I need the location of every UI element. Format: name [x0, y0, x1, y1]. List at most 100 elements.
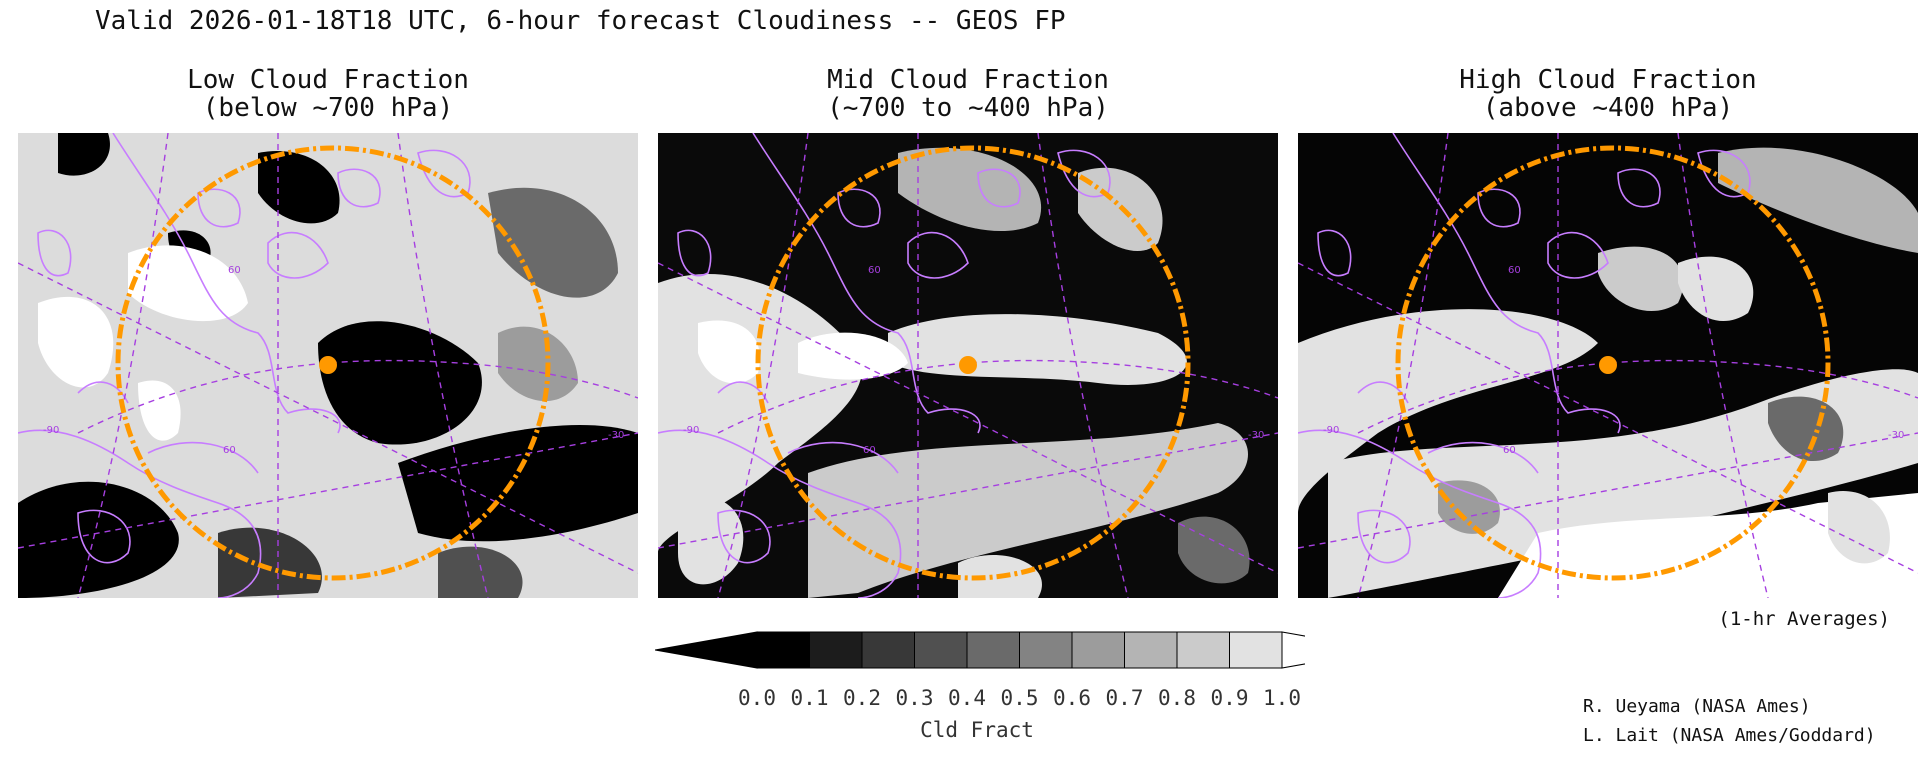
- panel-title-mid: Mid Cloud Fraction (~700 to ~400 hPa): [658, 66, 1278, 122]
- panel-title-high-line2: (above ~400 hPa): [1482, 93, 1734, 123]
- cloud-area: [1178, 516, 1250, 584]
- coastline: [977, 168, 1021, 208]
- colorbar-tick-label: 0.6: [1053, 686, 1091, 710]
- colorbar-tick-label: 0.0: [738, 686, 776, 710]
- coastline: [1317, 229, 1352, 277]
- grid-line: [1357, 133, 1449, 598]
- coastline: [907, 231, 969, 279]
- colorbar-tick-label: 0.3: [895, 686, 934, 710]
- colorbar-bin: [1019, 631, 1073, 669]
- grid-line: [658, 262, 1278, 574]
- cloud-area: [1718, 147, 1918, 253]
- coastline: [837, 188, 881, 228]
- lon-label-east: -30: [1248, 430, 1264, 441]
- credit-lait: L. Lait (NASA Ames/Goddard): [1583, 725, 1876, 746]
- grid-line: [1298, 262, 1918, 574]
- cloud-area: [18, 481, 179, 598]
- lon-label-east: -30: [608, 430, 624, 441]
- colorbar-bin: [809, 631, 863, 669]
- colorbar-bin: [914, 631, 968, 669]
- colorbar-tick-label: 0.7: [1105, 686, 1144, 710]
- colorbar-tick-label: 0.5: [1000, 686, 1039, 710]
- colorbar-bin: [1229, 631, 1283, 669]
- coastline: [677, 229, 712, 277]
- coastline: [1298, 429, 1542, 598]
- coastline: [752, 133, 981, 434]
- lat-label: 60: [868, 265, 881, 276]
- range-ring: [1395, 145, 1831, 581]
- cloud-area: [798, 332, 908, 380]
- lat-label: 60: [1508, 265, 1521, 276]
- coastline: [1427, 441, 1539, 474]
- panel-title-low: Low Cloud Fraction (below ~700 hPa): [18, 66, 638, 122]
- panel-title-high-line1: High Cloud Fraction: [1459, 65, 1757, 95]
- page-title: Valid 2026-01-18T18 UTC, 6-hour forecast…: [95, 6, 1066, 36]
- coastline: [18, 429, 262, 598]
- cloud-area: [398, 424, 638, 542]
- colorbar-bin: [1124, 631, 1178, 669]
- colorbar-tick-label: 0.4: [948, 686, 986, 710]
- colorbar-bin: [966, 631, 1020, 669]
- colorbar-bin: [861, 631, 915, 669]
- colorbar-arrow-high: [1281, 631, 1305, 669]
- cloud-area: [1438, 480, 1500, 534]
- cloud-area: [1298, 309, 1598, 513]
- coastline: [112, 133, 341, 434]
- cloud-area: [1828, 491, 1890, 564]
- coastline: [717, 509, 771, 564]
- range-ring: [115, 145, 551, 581]
- cloud-area: [218, 527, 322, 598]
- station-marker: [1599, 356, 1617, 374]
- mid-cloud-map: 60 -90 -30 60: [658, 133, 1278, 598]
- colorbar: [655, 631, 1305, 669]
- cloud-area: [438, 546, 523, 598]
- coastline: [77, 509, 131, 564]
- panel-title-high: High Cloud Fraction (above ~400 hPa): [1298, 66, 1918, 122]
- low-cloud-map: 60 -90 -30 60: [18, 133, 638, 598]
- colorbar-tick-label: 1.0: [1263, 686, 1301, 710]
- colorbar-tick-label: 0.8: [1158, 686, 1196, 710]
- panel-title-low-line1: Low Cloud Fraction: [187, 65, 469, 95]
- cloud-area: [318, 321, 482, 445]
- coastline: [658, 429, 902, 598]
- lon-label-mid: 60: [223, 445, 236, 456]
- colorbar-tick-label: 0.1: [790, 686, 829, 710]
- panel-title-mid-line1: Mid Cloud Fraction: [827, 65, 1109, 95]
- colorbar-bin: [1176, 631, 1230, 669]
- cloud-area: [38, 296, 114, 388]
- colorbar-label: Cld Fract: [920, 718, 1034, 742]
- cloud-area: [128, 245, 248, 322]
- high-cloud-map: 60 -90 -30 60: [1298, 133, 1918, 598]
- cloud-area: [498, 326, 578, 402]
- grid-line: [77, 133, 169, 598]
- cloud-area: [1598, 246, 1684, 312]
- cloud-area: [58, 133, 110, 176]
- coastline: [1617, 168, 1661, 208]
- range-ring: [755, 145, 1191, 581]
- cloud-area: [1678, 256, 1754, 322]
- cloud-area: [698, 320, 760, 384]
- coastline: [37, 229, 72, 277]
- grid-line: [18, 262, 638, 574]
- colorbar-tick-label: 0.9: [1210, 686, 1249, 710]
- grid-line: [717, 359, 1278, 434]
- coastline: [197, 188, 241, 228]
- grid-line: [1357, 359, 1918, 434]
- coastline: [1547, 231, 1609, 279]
- colorbar-bin: [1071, 631, 1125, 669]
- grid-line: [77, 359, 638, 434]
- coastline: [267, 231, 329, 279]
- coastline: [337, 168, 381, 208]
- coastline: [1392, 133, 1621, 434]
- coastline: [787, 441, 899, 474]
- colorbar-arrow-low: [655, 631, 758, 669]
- lon-label-west: -90: [1323, 425, 1339, 436]
- lon-label-west: -90: [43, 425, 59, 436]
- coastline: [1357, 509, 1411, 564]
- lon-label-west: -90: [683, 425, 699, 436]
- station-marker: [959, 356, 977, 374]
- lon-label-east: -30: [1888, 430, 1904, 441]
- cloud-area: [1768, 396, 1844, 462]
- lat-label: 60: [228, 265, 241, 276]
- coastline: [1477, 188, 1521, 228]
